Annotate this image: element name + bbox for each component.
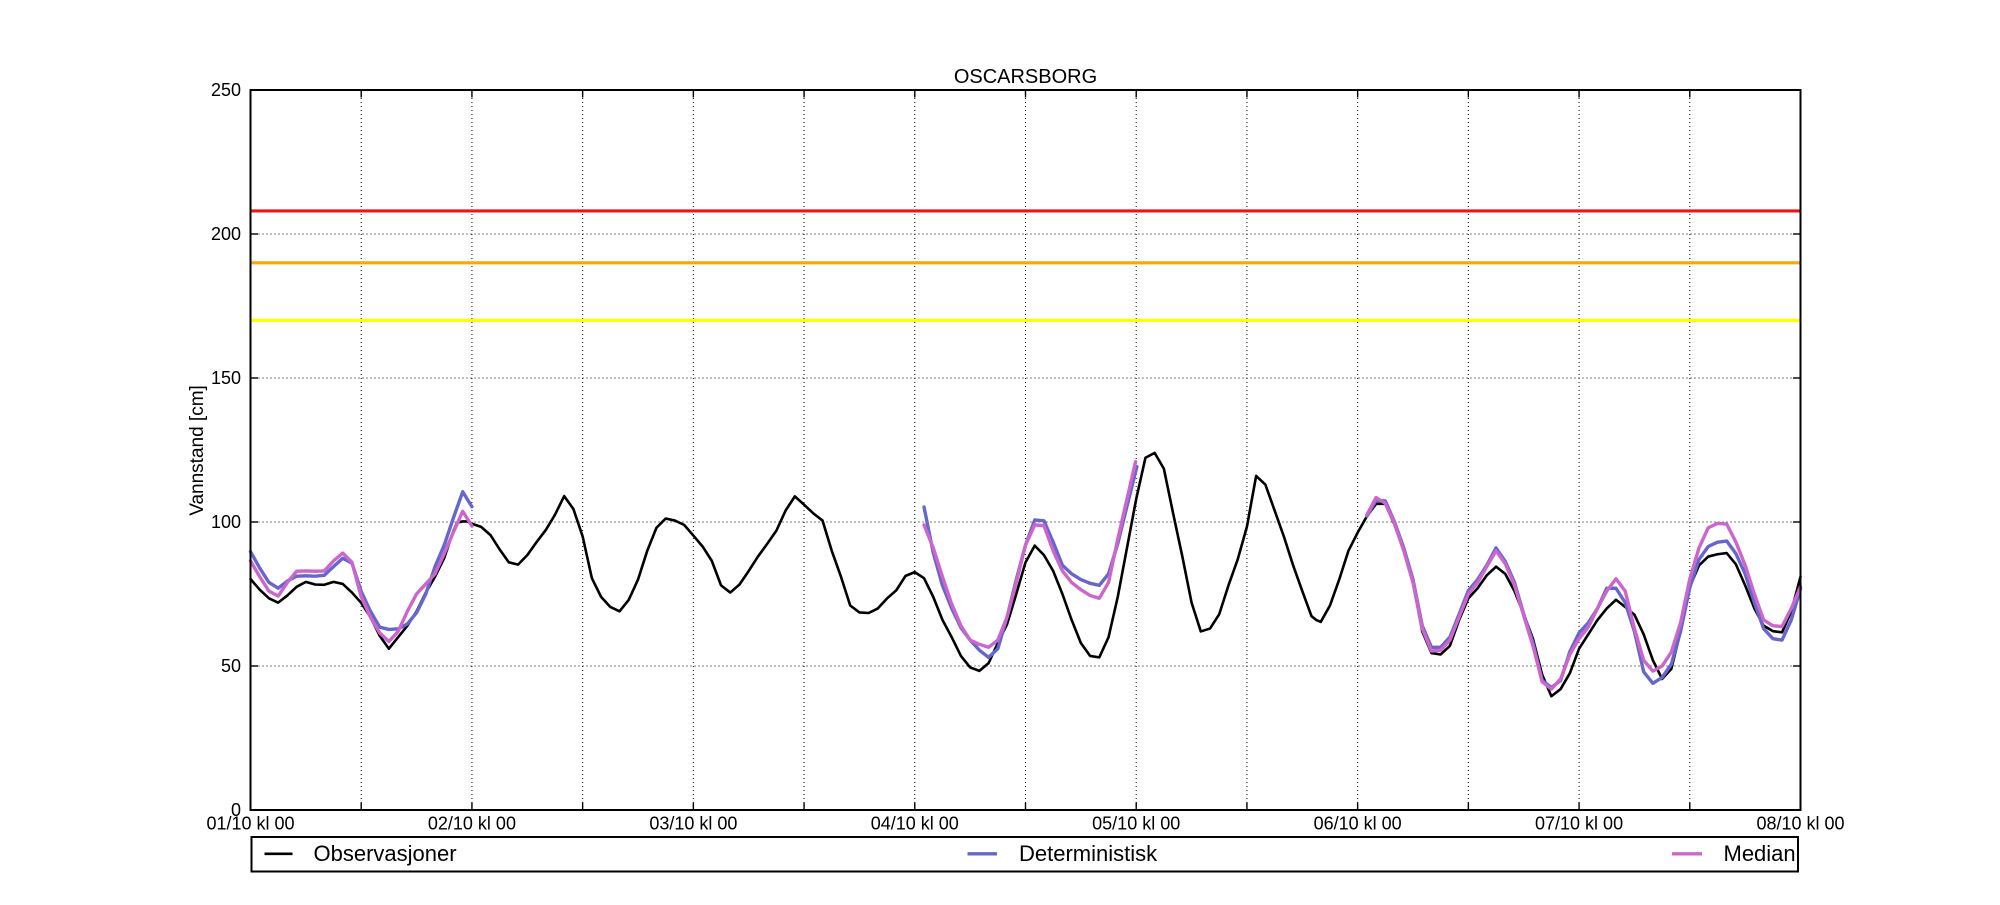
- svg-text:05/10 kl 00: 05/10 kl 00: [1092, 814, 1180, 834]
- svg-text:250: 250: [211, 80, 241, 100]
- svg-text:07/10 kl 00: 07/10 kl 00: [1535, 814, 1623, 834]
- svg-text:Median: Median: [1724, 841, 1796, 866]
- svg-text:150: 150: [211, 368, 241, 388]
- svg-text:200: 200: [211, 224, 241, 244]
- svg-text:08/10 kl 00: 08/10 kl 00: [1756, 814, 1844, 834]
- svg-text:OSCARSBORG: OSCARSBORG: [954, 66, 1097, 88]
- svg-text:0: 0: [231, 800, 241, 820]
- svg-text:Vannstand [cm]: Vannstand [cm]: [187, 385, 208, 516]
- svg-text:04/10 kl 00: 04/10 kl 00: [871, 814, 959, 834]
- svg-text:100: 100: [211, 512, 241, 532]
- svg-text:50: 50: [221, 656, 241, 676]
- svg-text:02/10 kl 00: 02/10 kl 00: [428, 814, 516, 834]
- svg-text:01/10 kl 00: 01/10 kl 00: [206, 814, 294, 834]
- svg-text:06/10 kl 00: 06/10 kl 00: [1314, 814, 1402, 834]
- svg-text:Observasjoner: Observasjoner: [314, 841, 457, 866]
- svg-text:Deterministisk: Deterministisk: [1019, 841, 1158, 866]
- svg-text:03/10 kl 00: 03/10 kl 00: [649, 814, 737, 834]
